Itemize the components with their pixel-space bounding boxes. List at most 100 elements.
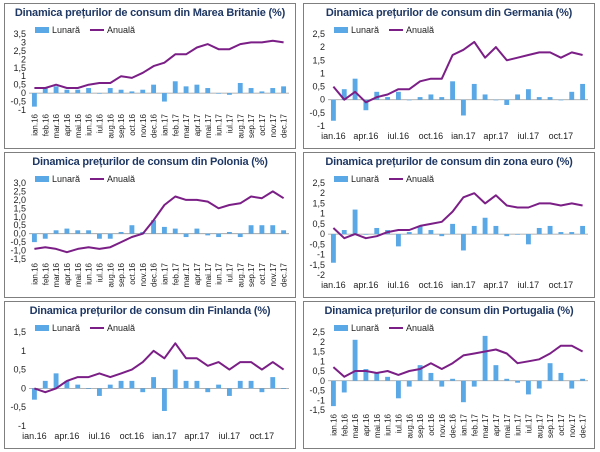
bar-monthly xyxy=(439,234,445,237)
bar-monthly xyxy=(460,99,466,116)
x-tick-label: ian.17 xyxy=(459,413,468,435)
y-tick-label: -1 xyxy=(18,105,26,115)
bar-monthly xyxy=(352,78,358,100)
legend-item-monthly: Lunară xyxy=(334,174,379,184)
chart-panel: -2 -1,5 -1 -0,5 0 0,5 1 1,5 2 2,5 ian.16 apr.16 iul.… xyxy=(303,152,595,298)
x-tick-label: mar.16 xyxy=(52,262,61,287)
bar-monthly xyxy=(226,93,232,95)
bar-monthly xyxy=(118,380,124,389)
bar-monthly xyxy=(53,230,59,234)
y-tick-label: -1,5 xyxy=(309,260,325,270)
bar-monthly xyxy=(471,83,477,100)
legend-label-monthly: Lunară xyxy=(351,323,380,333)
chart-panel: -1 -0,5 0 0,5 1 1,5 2 2,5 ian.16 apr.16 iul.16 oct.… xyxy=(303,3,595,149)
bar-monthly xyxy=(504,234,510,237)
y-tick-label: 0,5 xyxy=(312,219,325,229)
bar-monthly xyxy=(385,376,391,381)
line-annual xyxy=(332,192,583,240)
bar-monthly xyxy=(140,89,146,94)
bar-monthly xyxy=(183,380,189,389)
x-tick-label: feb.16 xyxy=(41,262,50,285)
legend-swatch-line xyxy=(389,178,404,180)
chart-legend: Lunară Anuală xyxy=(334,174,440,184)
x-tick-label: ian.17 xyxy=(160,113,169,135)
y-tick-label: 1,5 xyxy=(312,55,325,65)
legend-label-monthly: Lunară xyxy=(351,174,380,184)
y-tick-label: 1,5 xyxy=(13,63,26,73)
bar-monthly xyxy=(31,93,37,107)
bar-monthly xyxy=(172,81,178,94)
x-tick-label: mai.16 xyxy=(74,262,83,287)
bar-monthly xyxy=(352,339,358,381)
y-tick-label: 2,5 xyxy=(13,186,26,196)
legend-item-monthly: Lunară xyxy=(35,323,80,333)
legend-item-annual: Anuală xyxy=(90,25,135,35)
x-tick-label: nov.17 xyxy=(269,113,278,137)
bar-monthly xyxy=(118,231,124,234)
bar-monthly xyxy=(374,372,380,381)
y-tick-label: 0,0 xyxy=(13,229,26,239)
legend-label-annual: Anuală xyxy=(406,25,435,35)
chart-title: Dinamica prețurilor de consum din Finlan… xyxy=(29,305,271,317)
legend-item-monthly: Lunară xyxy=(334,323,379,333)
bar-monthly xyxy=(547,97,553,100)
chart-panel: -1,5 -1 -0,5 0 0,5 1 1,5 2 2,5 ian.16 feb.16 mar.16… xyxy=(303,301,595,449)
bar-monthly xyxy=(194,228,200,234)
y-tick-label: 0 xyxy=(21,88,26,98)
bar-monthly xyxy=(374,227,380,235)
bar-monthly xyxy=(363,234,369,235)
x-tick-label: sep.16 xyxy=(117,262,126,287)
bar-monthly xyxy=(385,97,391,100)
bar-monthly xyxy=(515,94,521,100)
bar-monthly xyxy=(86,388,92,389)
bar-monthly xyxy=(493,225,499,235)
y-tick-label: 1 xyxy=(320,68,325,78)
x-tick-label: nov.16 xyxy=(139,113,148,137)
y-tick-label: 1 xyxy=(320,356,325,366)
bar-monthly xyxy=(205,388,211,393)
bar-monthly xyxy=(580,378,586,381)
bar-monthly xyxy=(450,378,456,381)
x-tick-label: apr.17 xyxy=(483,131,508,141)
x-tick-label: iul.16 xyxy=(394,413,403,433)
bar-monthly xyxy=(129,225,135,234)
y-tick-label: -1 xyxy=(317,395,325,405)
bar-monthly xyxy=(194,380,200,389)
legend-label-annual: Anuală xyxy=(107,25,136,35)
bar-monthly xyxy=(270,377,276,389)
bar-monthly xyxy=(107,384,113,389)
chart-svg: -1,5-1-0,500,511,522,5 ian.16 feb.16 mar.16… xyxy=(309,327,588,438)
x-tick-label: apr.17 xyxy=(184,431,209,441)
y-tick-label: 0 xyxy=(320,95,325,105)
bar-monthly xyxy=(216,233,222,238)
x-tick-label: iun.17 xyxy=(215,113,224,135)
bar-monthly xyxy=(194,84,200,94)
x-tick-label: aug.16 xyxy=(106,262,115,287)
bar-monthly xyxy=(341,89,347,100)
bar-monthly xyxy=(406,232,412,235)
x-tick-label: feb.16 xyxy=(340,413,349,436)
bar-monthly xyxy=(270,88,276,94)
x-tick-label: ian.17 xyxy=(160,262,169,284)
bar-monthly xyxy=(515,380,521,383)
x-tick-label: oct.16 xyxy=(120,431,145,441)
bar-monthly xyxy=(417,225,423,235)
y-tick-label: -1 xyxy=(18,421,26,431)
bar-monthly xyxy=(460,234,466,251)
y-tick-label: 3,5 xyxy=(13,29,26,39)
x-tick-label: feb.16 xyxy=(41,113,50,136)
bar-monthly xyxy=(205,88,211,94)
chart-svg: -2-1,5-1-0,500,511,522,5 ian.16 apr.16 iul.… xyxy=(309,178,588,290)
chart-title: Dinamica prețurilor de consum din zona e… xyxy=(325,156,573,168)
y-tick-label: -1,0 xyxy=(10,246,26,256)
chart-title: Dinamica prețurilor de consum din German… xyxy=(325,7,573,19)
bar-monthly xyxy=(129,91,135,94)
x-tick-label: apr.16 xyxy=(63,113,72,136)
y-tick-label: 1 xyxy=(21,346,26,356)
bar-monthly xyxy=(140,388,146,393)
y-tick-label: 1,5 xyxy=(13,327,26,337)
bar-monthly xyxy=(504,378,510,381)
x-tick-label: apr.17 xyxy=(492,413,501,436)
bar-monthly xyxy=(525,89,531,100)
bar-monthly xyxy=(341,380,347,393)
